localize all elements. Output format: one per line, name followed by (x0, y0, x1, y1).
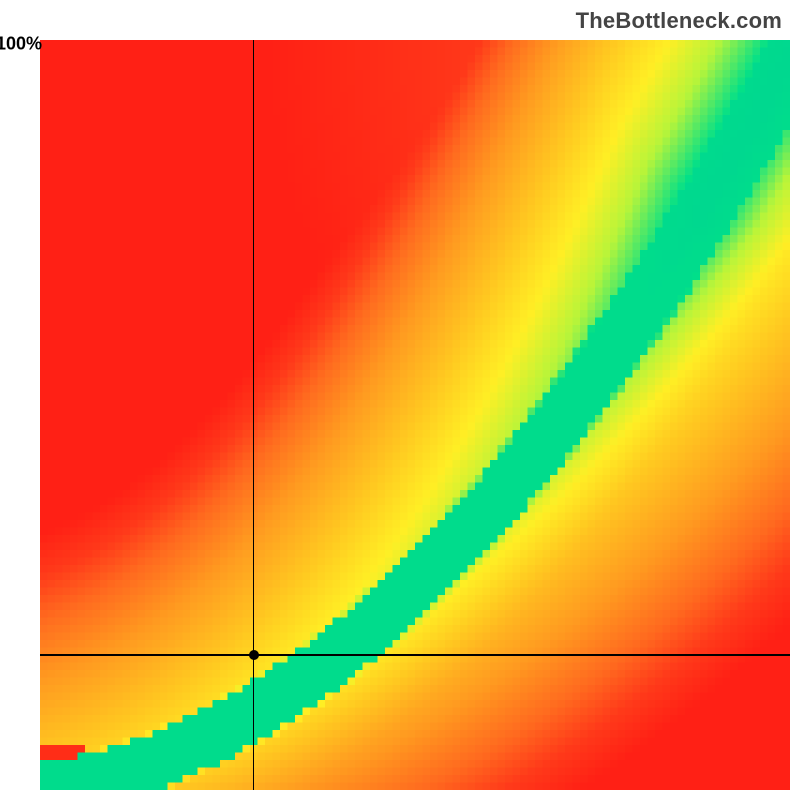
y-axis-tick-100: 100% (0, 34, 42, 55)
bottleneck-heatmap (40, 40, 790, 790)
crosshair-horizontal (40, 654, 790, 655)
plot-area (40, 40, 790, 790)
crosshair-vertical (253, 40, 254, 790)
crosshair-marker-dot (249, 650, 259, 660)
watermark-text: TheBottleneck.com (576, 8, 782, 34)
